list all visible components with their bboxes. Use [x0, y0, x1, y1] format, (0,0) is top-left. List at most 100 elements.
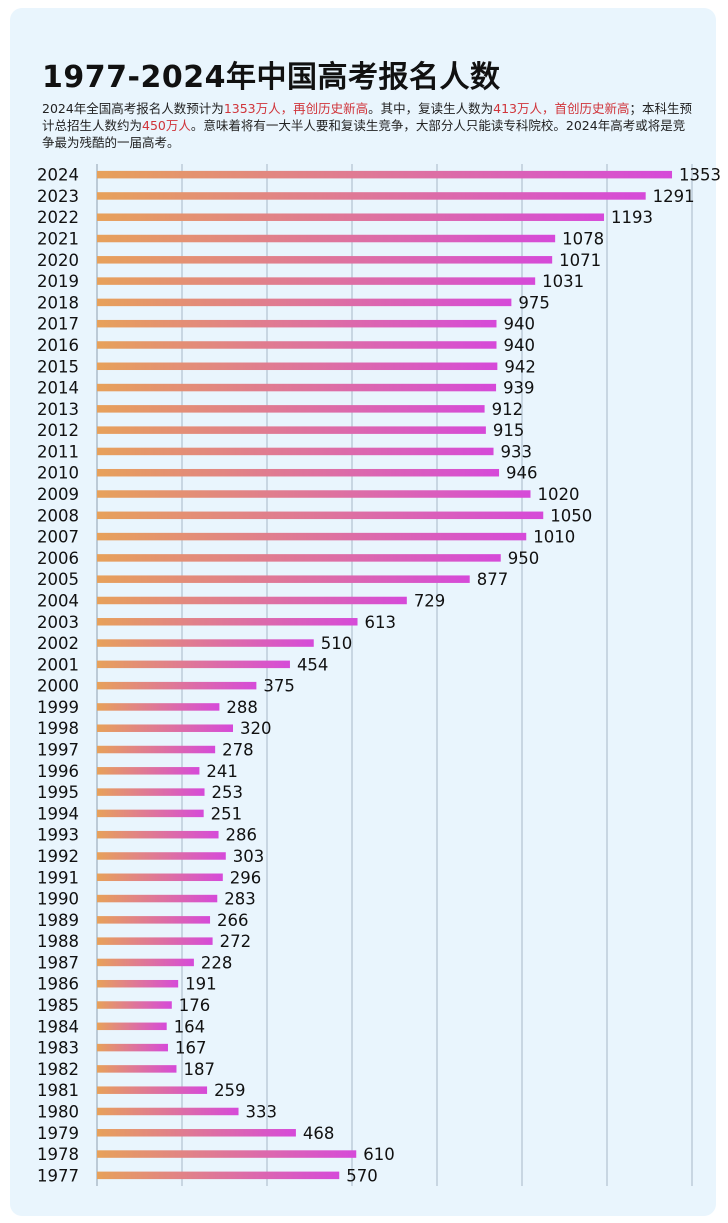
value-label-1981: 259	[214, 1081, 246, 1100]
chart-card: 1977-2024年中国高考报名人数 2024年全国高考报名人数预计为1353万…	[10, 8, 716, 1216]
year-label-1993: 1993	[37, 826, 79, 845]
year-label-1977: 1977	[37, 1166, 79, 1185]
value-label-2007: 1010	[533, 528, 575, 547]
value-label-1987: 228	[201, 953, 233, 972]
value-label-2006: 950	[508, 549, 540, 568]
subtitle-highlight-2: 413万人，首创历史新高	[493, 101, 630, 116]
year-label-2011: 2011	[37, 442, 79, 461]
year-label-1986: 1986	[37, 975, 79, 994]
year-label-2017: 2017	[37, 315, 79, 334]
value-label-2008: 1050	[550, 506, 592, 525]
value-label-1989: 266	[217, 911, 249, 930]
year-label-1996: 1996	[37, 762, 79, 781]
value-label-2015: 942	[504, 357, 535, 376]
value-label-1996: 241	[206, 762, 238, 781]
value-label-2011: 933	[501, 442, 533, 461]
value-label-2000: 375	[263, 677, 295, 696]
year-label-2014: 2014	[37, 379, 79, 398]
year-label-1981: 1981	[37, 1081, 79, 1100]
bar-2010	[97, 468, 500, 477]
subtitle-text-3: ；本科生预计总招生人数约为	[42, 101, 693, 133]
subtitle-highlight-1: 1353万人，再创历史新高	[223, 101, 369, 116]
bar-1983	[97, 1043, 168, 1052]
year-label-2007: 2007	[37, 528, 79, 547]
bar-1984	[97, 1022, 167, 1031]
bar-1978	[97, 1150, 357, 1158]
value-label-1978: 610	[363, 1145, 395, 1164]
bar-1999	[97, 703, 220, 711]
year-label-1999: 1999	[37, 698, 79, 717]
year-label-2000: 2000	[37, 677, 79, 696]
bar-1980	[97, 1107, 239, 1116]
bar-2001	[97, 660, 290, 669]
year-label-1983: 1983	[37, 1039, 79, 1058]
value-label-2001: 454	[297, 655, 329, 674]
year-label-2002: 2002	[37, 634, 79, 653]
value-label-1979: 468	[303, 1124, 335, 1143]
value-label-1984: 164	[174, 1017, 206, 1036]
bar-2006	[97, 554, 501, 562]
value-label-1980: 333	[246, 1102, 278, 1121]
year-label-1990: 1990	[37, 890, 79, 909]
year-label-2020: 2020	[37, 251, 79, 270]
value-label-1999: 288	[226, 698, 258, 717]
value-label-1988: 272	[220, 932, 252, 951]
year-label-2023: 2023	[37, 187, 79, 206]
bar-2004	[97, 596, 407, 605]
bar-2000	[97, 681, 257, 690]
year-label-2013: 2013	[37, 400, 79, 419]
year-label-1997: 1997	[37, 741, 79, 760]
year-label-1984: 1984	[37, 1017, 79, 1036]
bar-2023	[97, 192, 646, 200]
bar-1998	[97, 724, 233, 732]
bar-2024	[97, 170, 673, 179]
value-label-2003: 613	[365, 613, 397, 632]
year-label-1998: 1998	[37, 719, 79, 738]
value-label-2022: 1193	[611, 208, 653, 227]
value-label-2002: 510	[321, 634, 353, 653]
value-label-2024: 1353	[679, 166, 721, 185]
year-label-2006: 2006	[37, 549, 79, 568]
year-label-1992: 1992	[37, 847, 79, 866]
year-label-2022: 2022	[37, 208, 79, 227]
subtitle-highlight-3: 450万人	[142, 118, 191, 133]
bar-2002	[97, 639, 314, 647]
bar-1982	[97, 1065, 177, 1073]
year-label-2015: 2015	[37, 357, 79, 376]
page-title: 1977-2024年中国高考报名人数	[42, 60, 501, 95]
value-label-2012: 915	[493, 421, 525, 440]
bar-1979	[97, 1129, 296, 1137]
bar-1981	[97, 1086, 208, 1094]
value-label-1977: 570	[346, 1166, 378, 1185]
value-label-2021: 1078	[562, 230, 604, 249]
bar-1988	[97, 937, 213, 945]
value-label-2004: 729	[414, 591, 446, 610]
bar-1992	[97, 852, 226, 860]
value-label-1991: 296	[230, 868, 261, 887]
bar-2022	[97, 213, 605, 221]
year-label-1982: 1982	[37, 1060, 79, 1079]
year-label-2024: 2024	[37, 166, 79, 185]
year-label-1985: 1985	[37, 996, 79, 1015]
year-label-2005: 2005	[37, 570, 79, 589]
year-label-2003: 2003	[37, 613, 79, 632]
year-label-1980: 1980	[37, 1102, 79, 1121]
bar-2009	[97, 490, 531, 498]
year-label-2012: 2012	[37, 421, 79, 440]
value-label-2010: 946	[506, 464, 538, 483]
year-label-1987: 1987	[37, 953, 79, 972]
bar-1986	[97, 979, 179, 988]
bars	[97, 170, 673, 1180]
chart-subtitle: 2024年全国高考报名人数预计为1353万人，再创历史新高。其中，复读生人数为4…	[42, 100, 692, 151]
bar-1977	[97, 1171, 340, 1180]
value-label-2023: 1291	[653, 187, 695, 206]
value-label-2014: 939	[503, 379, 535, 398]
value-label-2017: 940	[504, 315, 536, 334]
bar-2003	[97, 618, 358, 626]
bar-2011	[97, 447, 494, 456]
year-label-2010: 2010	[37, 464, 79, 483]
value-label-1997: 278	[222, 741, 254, 760]
bar-1991	[97, 873, 223, 882]
bar-2008	[97, 511, 544, 520]
year-label-2009: 2009	[37, 485, 79, 504]
